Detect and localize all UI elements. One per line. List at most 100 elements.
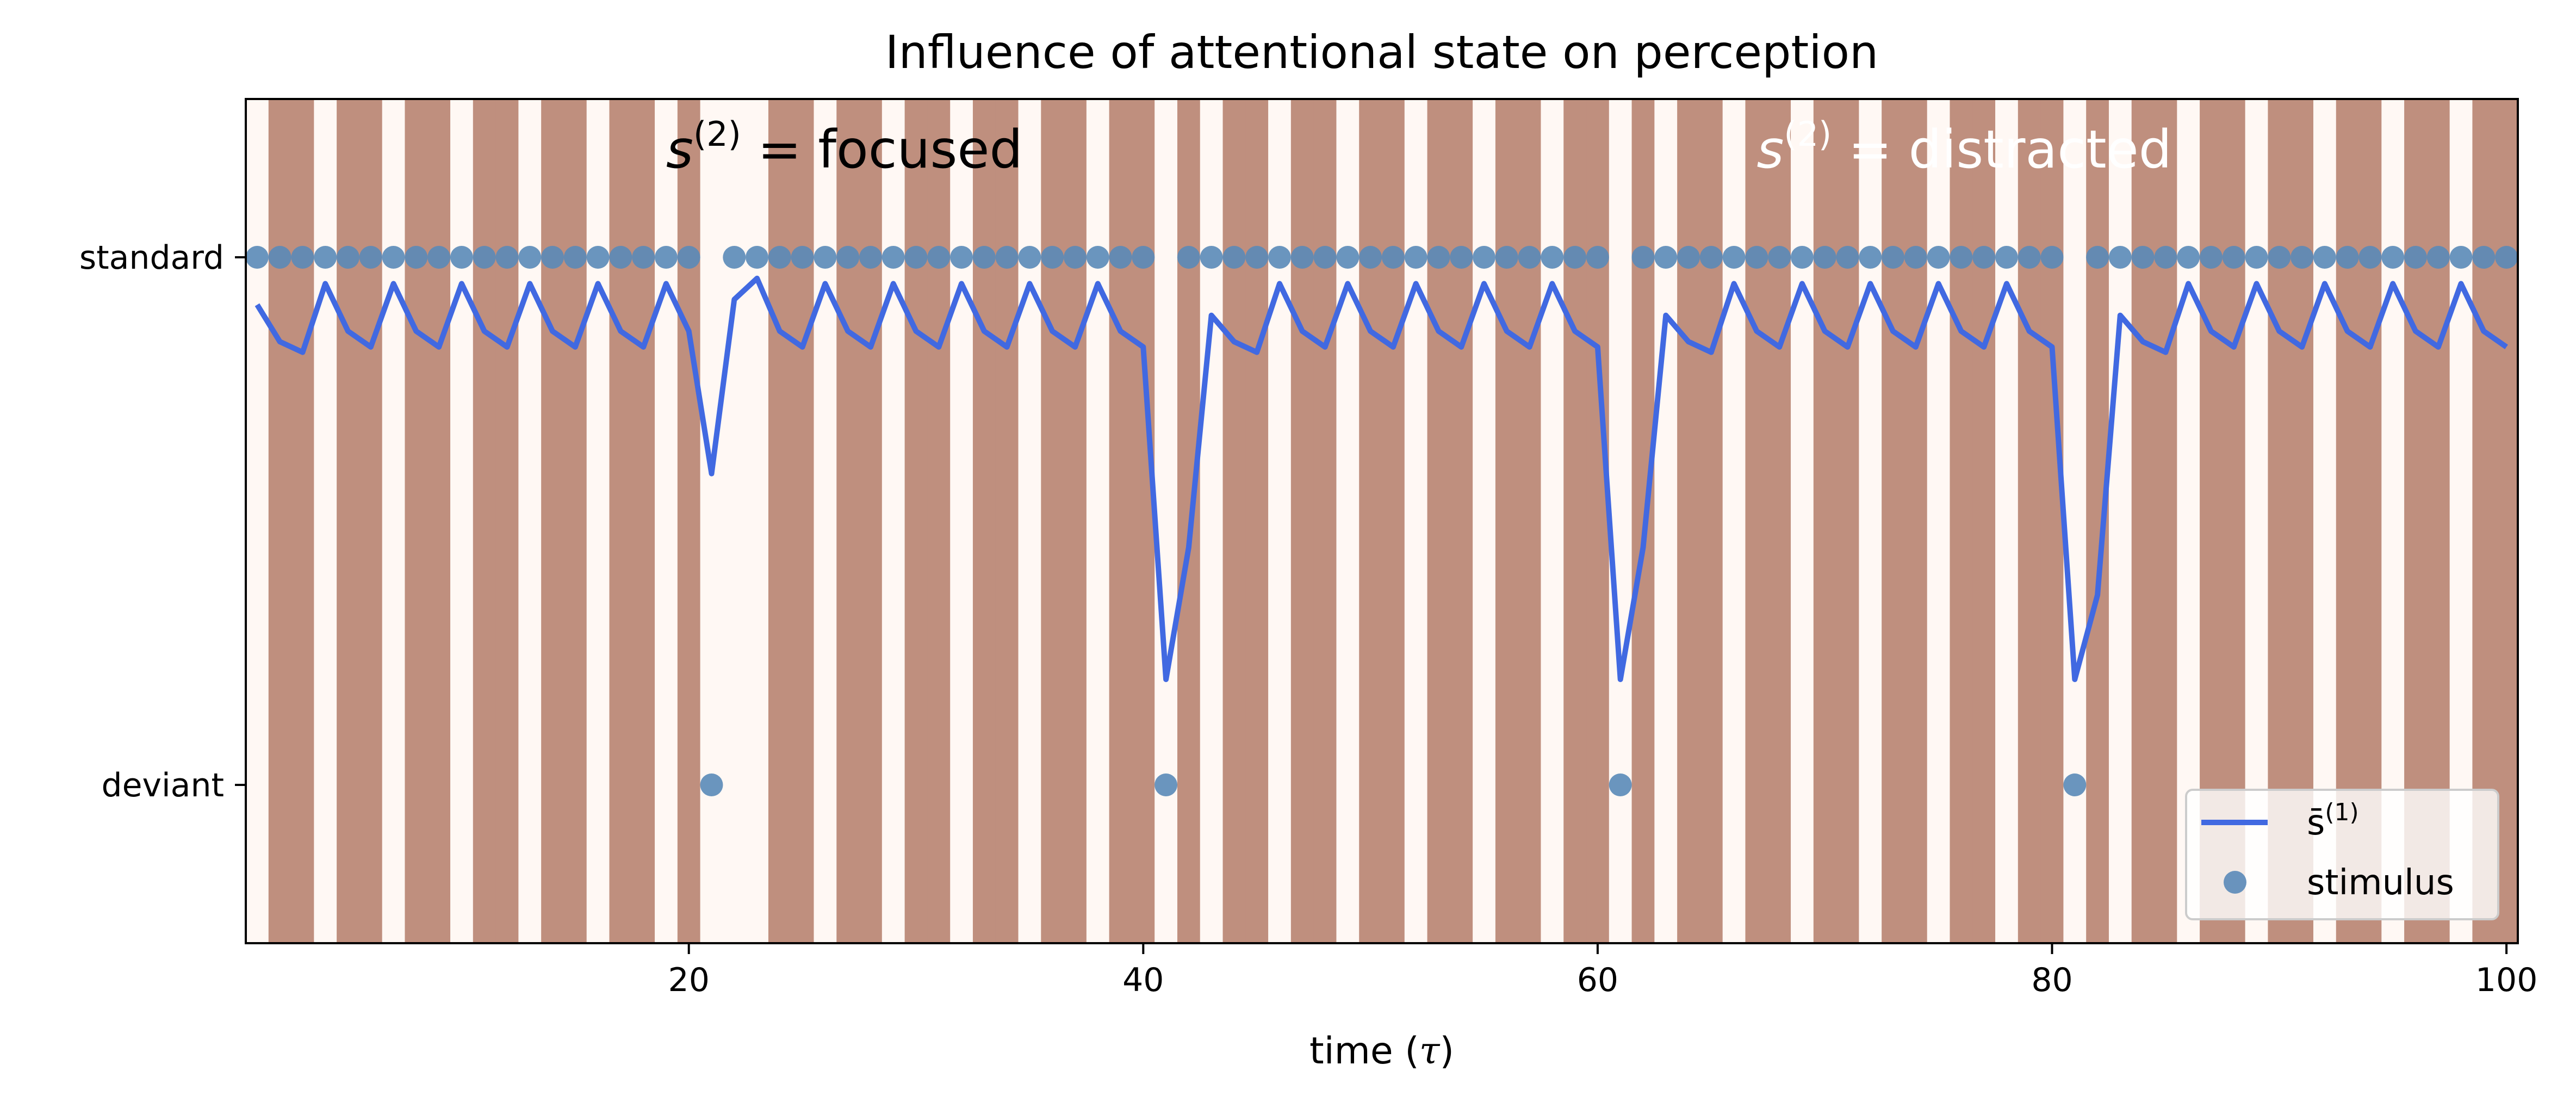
scatter-series [245, 246, 2518, 796]
attention-band-distracted [1313, 99, 1337, 943]
attention-band-distracted [268, 99, 292, 943]
stimulus-point-standard [518, 246, 542, 269]
attention-band-focused [1859, 99, 1882, 943]
legend-marker-swatch [2224, 871, 2246, 894]
attention-band-distracted [791, 99, 815, 943]
stimulus-point-standard [1381, 246, 1405, 269]
stimulus-point-standard [1745, 246, 1768, 269]
stimulus-point-standard [1473, 246, 1496, 269]
stimulus-point-standard [1041, 246, 1064, 269]
stimulus-point-standard [1699, 246, 1723, 269]
y-tick-label: standard [79, 239, 224, 277]
attention-band-distracted [927, 99, 951, 943]
attention-band-distracted [2040, 99, 2064, 943]
stimulus-point-standard [723, 246, 746, 269]
x-axis-label: time (τ) [1309, 1030, 1454, 1073]
stimulus-point-standard [1200, 246, 1223, 269]
stimulus-point-standard [768, 246, 791, 269]
attention-band-distracted [427, 99, 451, 943]
attention-band-focused [2108, 99, 2132, 943]
stimulus-point-standard [1268, 246, 1291, 269]
stimulus-point-standard [427, 246, 451, 269]
attention-band-distracted [1699, 99, 1723, 943]
stimulus-point-standard [495, 246, 519, 269]
stimulus-point-standard [882, 246, 905, 269]
stimulus-point-standard [927, 246, 951, 269]
stimulus-point-deviant [2063, 773, 2087, 796]
stimulus-point-standard [314, 246, 337, 269]
stimulus-point-standard [609, 246, 632, 269]
attention-band-distracted [1109, 99, 1133, 943]
stimulus-point-standard [814, 246, 837, 269]
stimulus-point-standard [1722, 246, 1746, 269]
stimulus-point-standard [791, 246, 814, 269]
attention-band-focused [2063, 99, 2087, 943]
stimulus-point-standard [1586, 246, 1609, 269]
stimulus-point-standard [473, 246, 496, 269]
stimulus-point-standard [1541, 246, 1564, 269]
stimulus-point-standard [1972, 246, 1996, 269]
stimulus-point-standard [382, 246, 405, 269]
stimulus-point-standard [2426, 246, 2450, 269]
stimulus-point-standard [563, 246, 587, 269]
attention-band-distracted [1382, 99, 1405, 943]
stimulus-point-standard [1109, 246, 1132, 269]
stimulus-point-standard [1518, 246, 1541, 269]
annotations: s(2) = focused s(2) = distracted [666, 114, 2172, 180]
attention-band-distracted [563, 99, 587, 943]
stimulus-point-standard [1859, 246, 1882, 269]
x-axis: 20 40 60 80 100 [668, 943, 2537, 999]
attention-band-distracted [1563, 99, 1587, 943]
stimulus-point-standard [291, 246, 314, 269]
attention-band-distracted [1677, 99, 1700, 943]
stimulus-point-standard [904, 246, 928, 269]
attention-band-focused [950, 99, 973, 943]
attention-band-distracted [677, 99, 701, 943]
stimulus-point-standard [1359, 246, 1382, 269]
attention-band-distracted [1586, 99, 1610, 943]
stimulus-point-standard [1177, 246, 1200, 269]
stimulus-point-standard [1290, 246, 1314, 269]
attention-band-distracted [1882, 99, 1905, 943]
stimulus-point-standard [1086, 246, 1109, 269]
stimulus-point-standard [859, 246, 882, 269]
attention-band-focused [655, 99, 678, 943]
attention-band-distracted [473, 99, 496, 943]
attention-bands [246, 99, 2518, 943]
attention-band-distracted [1904, 99, 1928, 943]
attention-band-distracted [2154, 99, 2177, 943]
attention-band-focused [1404, 99, 1428, 943]
stimulus-point-standard [1018, 246, 1041, 269]
attention-band-focused [1609, 99, 1632, 943]
stimulus-point-standard [268, 246, 291, 269]
attention-band-focused [586, 99, 610, 943]
x-tick-label: 60 [1577, 961, 1618, 999]
attention-band-distracted [1518, 99, 1542, 943]
x-tick-label: 40 [1122, 961, 1164, 999]
attention-band-focused [882, 99, 905, 943]
attention-band-distracted [291, 99, 314, 943]
attention-band-focused [382, 99, 406, 943]
stimulus-point-standard [1222, 246, 1246, 269]
attention-band-focused [723, 99, 746, 943]
stimulus-point-deviant [700, 773, 723, 796]
attention-band-distracted [1768, 99, 1791, 943]
stimulus-point-standard [2108, 246, 2132, 269]
stimulus-point-standard [586, 246, 610, 269]
attention-band-focused [450, 99, 474, 943]
stimulus-point-standard [677, 246, 700, 269]
stimulus-point-standard [972, 246, 996, 269]
attention-band-distracted [1836, 99, 1859, 943]
attention-band-focused [1473, 99, 1496, 943]
stimulus-point-standard [2086, 246, 2109, 269]
stimulus-point-standard [1132, 246, 1155, 269]
attention-band-distracted [405, 99, 428, 943]
attention-band-focused [246, 99, 269, 943]
attention-band-focused [1927, 99, 1951, 943]
attention-band-distracted [1245, 99, 1269, 943]
stimulus-point-standard [1450, 246, 1473, 269]
attention-band-focused [700, 99, 723, 943]
stimulus-point-standard [2495, 246, 2518, 269]
legend-label-scatter: stimulus [2307, 863, 2454, 903]
y-axis: standard deviant [79, 239, 246, 804]
